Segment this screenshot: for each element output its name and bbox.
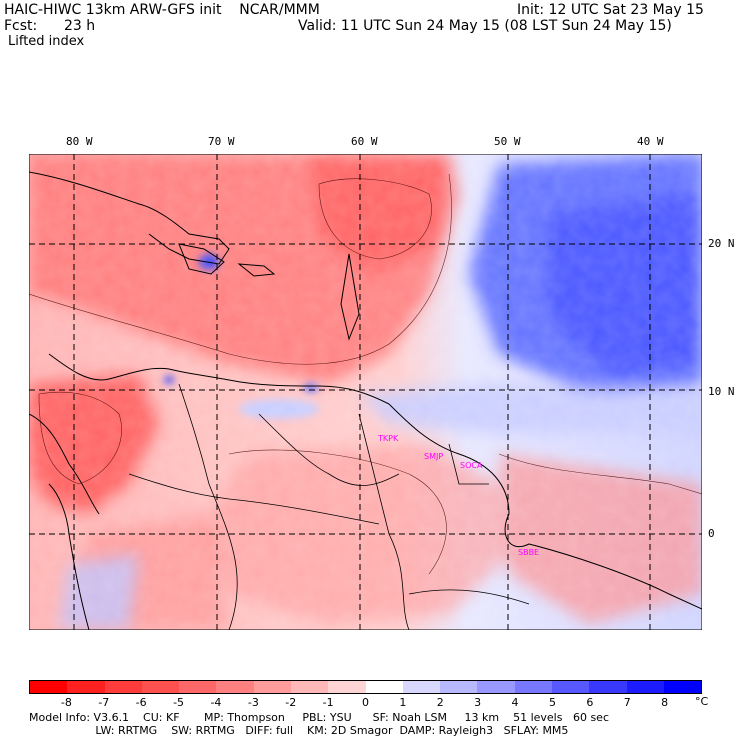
field-texture — [29, 154, 702, 630]
colorbar-segment — [514, 681, 552, 693]
colorbar-tick-label: 3 — [474, 696, 482, 709]
colorbar-segment — [551, 681, 590, 693]
valid-time: Valid: 11 UTC Sun 24 May 15 (08 LST Sun … — [298, 18, 672, 34]
lifted-index-map — [29, 154, 702, 630]
colorbar-tick-label: -3 — [247, 696, 259, 709]
colorbar-segment — [216, 681, 254, 693]
colorbar-tick-label: 6 — [586, 696, 594, 709]
colorbar-tick-label: -1 — [322, 696, 334, 709]
station-tkpk: TKPK — [378, 434, 399, 443]
colorbar-segment — [365, 681, 403, 693]
colorbar-segment — [30, 681, 68, 693]
colorbar-segment — [626, 681, 664, 693]
init-time: Init: 12 UTC Sat 23 May 15 — [517, 2, 704, 18]
lon-label-80w: 80 W — [66, 135, 93, 148]
colorbar — [29, 680, 702, 694]
field-name: Lifted index — [8, 34, 85, 49]
li-contours — [29, 173, 702, 575]
colorbar-segment — [253, 681, 291, 693]
lon-label-50w: 50 W — [494, 135, 521, 148]
colorbar-tick-label: -5 — [173, 696, 185, 709]
colorbar-segment — [402, 681, 441, 693]
lon-label-40w: 40 W — [637, 135, 664, 148]
country-borders — [128, 383, 530, 630]
model-info-line2: LW: RRTMG SW: RRTMG DIFF: full KM: 2D Sm… — [29, 724, 569, 737]
colorbar-tick-label: 2 — [436, 696, 444, 709]
colorbar-tick-label: -6 — [135, 696, 147, 709]
lon-label-70w: 70 W — [208, 135, 235, 148]
colorbar-segment — [290, 681, 329, 693]
station-soca: SOCA — [460, 461, 483, 470]
forecast-label: Fcst: — [4, 18, 38, 34]
colorbar-tick-label: 5 — [548, 696, 556, 709]
colorbar-segment — [663, 681, 702, 693]
colorbar-segment — [328, 681, 366, 693]
colorbar-segment — [141, 681, 180, 693]
colorbar-tick-label: 4 — [511, 696, 519, 709]
colorbar-segment — [179, 681, 217, 693]
colorbar-tick-label: -7 — [98, 696, 110, 709]
lat-lon-grid — [29, 154, 702, 630]
lon-label-60w: 60 W — [351, 135, 378, 148]
model-info-line1: Model Info: V3.6.1 CU: KF MP: Thompson P… — [29, 711, 609, 724]
lat-label-0: 0 — [708, 527, 715, 540]
station-sbbe: SBBE — [518, 548, 540, 557]
colorbar-tick-label: -2 — [285, 696, 297, 709]
colorbar-tick-label: -8 — [60, 696, 72, 709]
colorbar-segment — [67, 681, 105, 693]
colorbar-segment — [104, 681, 142, 693]
map-title: HAIC-HIWC 13km ARW-GFS init NCAR/MMM — [4, 2, 320, 18]
colorbar-segment — [440, 681, 478, 693]
colorbar-segment — [477, 681, 515, 693]
lat-label-20n: 20 N — [708, 237, 735, 250]
colorbar-tick-label: 7 — [623, 696, 631, 709]
colorbar-tick-label: -4 — [210, 696, 222, 709]
colorbar-tick-label: 8 — [661, 696, 669, 709]
lat-label-10n: 10 N — [708, 385, 735, 398]
forecast-hour: 23 h — [64, 18, 96, 34]
station-smjp: SMJP — [424, 452, 444, 461]
colorbar-tick-label: 0 — [362, 696, 369, 709]
colorbar-segment — [589, 681, 627, 693]
colorbar-unit: °C — [695, 695, 709, 708]
colorbar-tick-label: 1 — [399, 696, 407, 709]
